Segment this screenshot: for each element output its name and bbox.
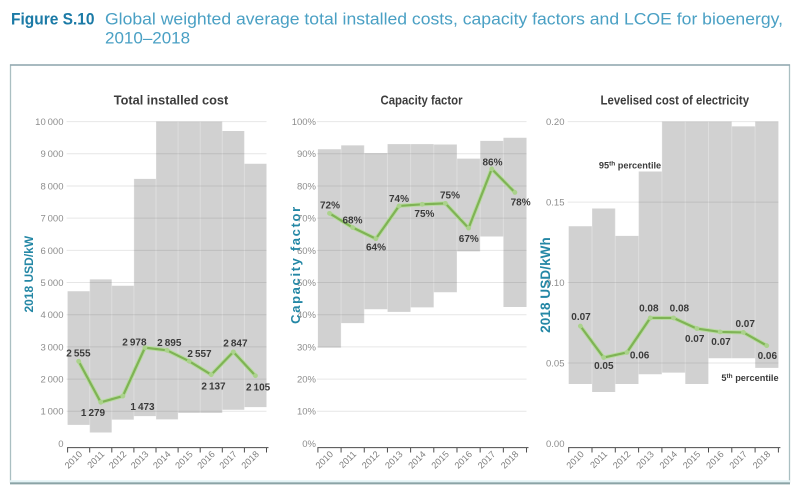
svg-text:9 000: 9 000 [40, 149, 63, 160]
svg-text:20%: 20% [297, 375, 317, 386]
svg-text:2 555: 2 555 [66, 349, 91, 360]
svg-text:68%: 68% [342, 216, 362, 227]
svg-text:100%: 100% [292, 117, 317, 128]
svg-text:Levelised cost of electricity: Levelised cost of electricity [601, 93, 750, 107]
svg-text:2018 USD/kW: 2018 USD/kW [22, 235, 36, 312]
svg-text:80%: 80% [297, 181, 317, 192]
svg-text:0.07: 0.07 [571, 312, 591, 323]
svg-text:Capacity factor: Capacity factor [381, 93, 463, 107]
svg-text:0.05: 0.05 [594, 361, 614, 372]
svg-text:2 105: 2 105 [246, 382, 271, 393]
svg-text:78%: 78% [511, 198, 531, 209]
svg-text:10 000: 10 000 [35, 117, 63, 128]
svg-text:90%: 90% [297, 149, 317, 160]
svg-text:0: 0 [58, 439, 63, 450]
svg-text:50%: 50% [297, 278, 317, 289]
svg-text:64%: 64% [366, 243, 386, 254]
svg-text:30%: 30% [297, 342, 317, 353]
svg-text:75%: 75% [440, 191, 460, 202]
svg-text:3 000: 3 000 [40, 342, 63, 353]
svg-text:72%: 72% [320, 201, 340, 212]
svg-text:Total installed cost: Total installed cost [114, 93, 229, 107]
svg-text:6 000: 6 000 [40, 246, 63, 257]
svg-text:0.20: 0.20 [546, 117, 565, 128]
svg-text:2 557: 2 557 [187, 349, 212, 360]
svg-text:1 000: 1 000 [40, 407, 63, 418]
svg-text:2 000: 2 000 [40, 375, 63, 386]
svg-text:74%: 74% [389, 194, 409, 205]
svg-text:10%: 10% [297, 407, 317, 418]
svg-text:1 279: 1 279 [81, 408, 106, 419]
svg-text:0.07: 0.07 [735, 319, 755, 330]
svg-text:0.00: 0.00 [546, 439, 565, 450]
svg-text:Figure S.10: Figure S.10 [11, 9, 95, 28]
svg-text:0.15: 0.15 [546, 197, 565, 208]
svg-text:0.07: 0.07 [711, 337, 731, 348]
svg-text:0.08: 0.08 [639, 303, 659, 314]
svg-text:40%: 40% [297, 310, 317, 321]
svg-text:0.10: 0.10 [546, 278, 565, 289]
svg-text:75%: 75% [414, 209, 434, 220]
svg-text:Capacity factor: Capacity factor [288, 205, 303, 324]
svg-text:60%: 60% [297, 246, 317, 257]
svg-text:Global weighted average total: Global weighted average total installed … [105, 9, 783, 28]
svg-text:0.06: 0.06 [758, 351, 778, 362]
svg-text:86%: 86% [482, 157, 502, 168]
svg-text:0.07: 0.07 [685, 334, 705, 345]
svg-text:70%: 70% [297, 214, 317, 225]
svg-text:4 000: 4 000 [40, 310, 63, 321]
svg-text:1 473: 1 473 [130, 402, 155, 413]
svg-text:0.05: 0.05 [546, 358, 565, 369]
svg-text:8 000: 8 000 [40, 181, 63, 192]
svg-text:95th percentile: 95th percentile [599, 160, 661, 171]
svg-text:0.06: 0.06 [630, 351, 650, 362]
svg-text:2 137: 2 137 [201, 382, 226, 393]
svg-text:2 978: 2 978 [122, 337, 147, 348]
svg-text:7 000: 7 000 [40, 214, 63, 225]
svg-text:0.08: 0.08 [670, 303, 690, 314]
svg-text:0%: 0% [302, 439, 316, 450]
svg-text:2 847: 2 847 [223, 339, 248, 350]
svg-text:2010–2018: 2010–2018 [105, 29, 190, 48]
svg-text:5th percentile: 5th percentile [721, 373, 778, 384]
svg-text:67%: 67% [459, 234, 479, 245]
svg-text:2 895: 2 895 [157, 338, 182, 349]
svg-text:2018 USD/kWh: 2018 USD/kWh [538, 237, 553, 333]
svg-text:5 000: 5 000 [40, 278, 63, 289]
